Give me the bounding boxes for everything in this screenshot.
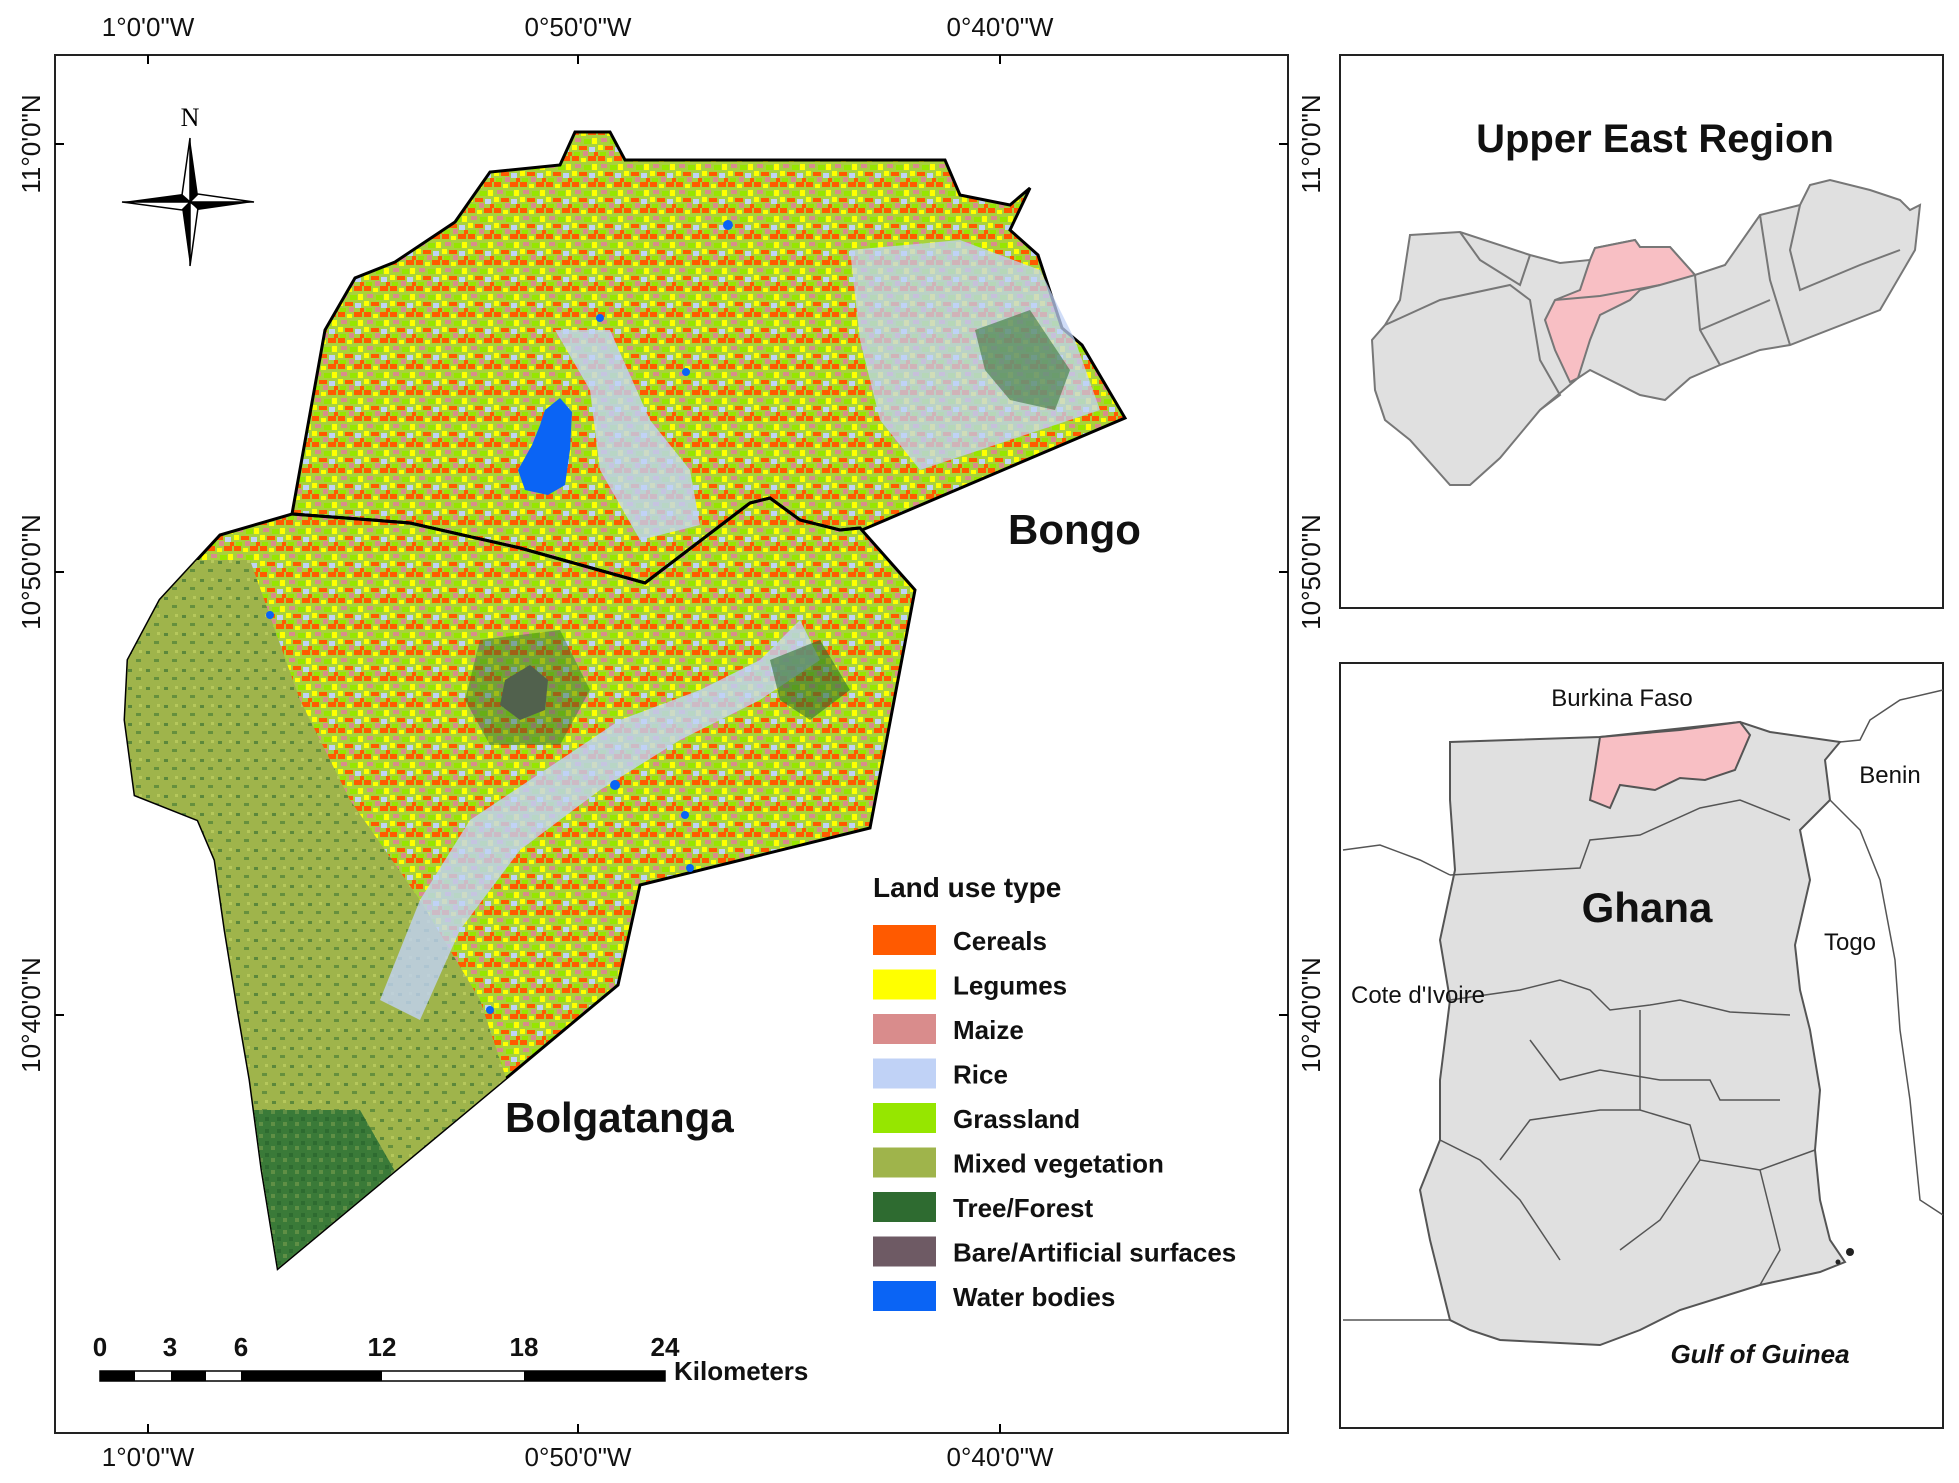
- top-tick-label: 0°40'0"W: [947, 12, 1054, 42]
- burkina-faso-label: Burkina Faso: [1551, 685, 1692, 712]
- gulf-of-guinea-label: Gulf of Guinea: [1670, 1339, 1849, 1369]
- bongo-rice-corridor: [555, 330, 700, 540]
- water-body: [681, 811, 689, 819]
- water-body: [686, 864, 694, 872]
- ghana-internal-regions: [1439, 799, 1816, 1286]
- legend-swatch: [873, 1281, 936, 1311]
- right-tick-label: 10°50'0"N: [1296, 514, 1326, 630]
- north-arrow-label: N: [181, 103, 200, 132]
- legend-item-label: Rice: [953, 1060, 1008, 1090]
- legend-swatch: [873, 1236, 936, 1267]
- ghana-label: Ghana: [1582, 884, 1713, 931]
- water-body: [723, 220, 733, 230]
- scalebar-units: Kilometers: [674, 1356, 808, 1386]
- bolgatanga-urban-area: [500, 665, 548, 720]
- legend-item-label: Mixed vegetation: [953, 1149, 1164, 1179]
- legend-item-label: Grassland: [953, 1104, 1080, 1134]
- legend: Cereals Legumes Maize Rice Grassland Mixed ve…: [873, 925, 1236, 1312]
- water-body: [266, 611, 274, 619]
- water-body: [682, 368, 690, 376]
- top-tick-label: 0°50'0"W: [525, 12, 632, 42]
- bolgatanga-label: Bolgatanga: [505, 1094, 734, 1141]
- scalebar-label: 12: [368, 1332, 397, 1362]
- water-body: [610, 780, 620, 790]
- legend-item-label: Legumes: [953, 971, 1067, 1001]
- scalebar-label: 3: [163, 1332, 177, 1362]
- legend-item-label: Maize: [953, 1015, 1024, 1045]
- upper-east-highlight: [1543, 238, 1697, 384]
- bolgatanga-forest-east: [770, 640, 850, 720]
- scalebar-label: 0: [93, 1332, 107, 1362]
- scalebar-label: 24: [651, 1332, 680, 1362]
- legend-swatch: [873, 1192, 936, 1222]
- left-tick-label: 10°40'0"N: [16, 957, 46, 1073]
- top-tick-label: 1°0'0"W: [102, 12, 195, 42]
- bottom-tick-label: 1°0'0"W: [102, 1442, 195, 1472]
- cote-divoire-label: Cote d'Ivoire: [1351, 982, 1485, 1009]
- ghana-outline: [1418, 720, 1847, 1347]
- togo-label: Togo: [1824, 929, 1876, 956]
- upper-east-title: Upper East Region: [1476, 117, 1834, 161]
- forest-zone: [240, 1110, 400, 1268]
- legend-swatch: [873, 1103, 936, 1133]
- ghana-upper-east-highlight: [1588, 720, 1752, 810]
- water-body: [486, 1006, 494, 1014]
- right-tick-label: 10°40'0"N: [1296, 957, 1326, 1073]
- legend-swatch: [873, 1147, 936, 1178]
- legend-title: Land use type: [873, 872, 1061, 903]
- left-tick-label: 11°0'0"N: [16, 94, 46, 193]
- north-arrow-icon: [121, 137, 255, 267]
- bottom-tick-label: 0°50'0"W: [525, 1442, 632, 1472]
- legend-item-label: Cereals: [953, 926, 1047, 956]
- bongo-label: Bongo: [1008, 506, 1141, 553]
- bongo-rice-zone: [850, 240, 1100, 470]
- water-body: [596, 314, 604, 322]
- neighbor-borders: [1342, 689, 1944, 1321]
- legend-item-label: Bare/Artificial surfaces: [953, 1238, 1236, 1268]
- benin-label: Benin: [1859, 762, 1920, 789]
- coast-mark: [1835, 1259, 1841, 1265]
- legend-swatch: [873, 969, 936, 1000]
- legend-swatch: [873, 925, 936, 955]
- bongo-forest-patch: [975, 310, 1070, 410]
- legend-swatch: [873, 1058, 936, 1089]
- scalebar-label: 18: [510, 1332, 539, 1362]
- district-boundary: [291, 496, 861, 585]
- scale-bar: [99, 1370, 666, 1382]
- scalebar-label: 6: [234, 1332, 248, 1362]
- legend-item-label: Tree/Forest: [953, 1193, 1094, 1223]
- legend-item-label: Water bodies: [953, 1282, 1115, 1312]
- vea-reservoir: [518, 398, 572, 495]
- legend-swatch: [873, 1014, 936, 1044]
- left-tick-label: 10°50'0"N: [16, 514, 46, 630]
- urban-fringe: [465, 630, 590, 745]
- coast-mark: [1846, 1248, 1854, 1256]
- bottom-tick-label: 0°40'0"W: [947, 1442, 1054, 1472]
- bolgatanga-rice-corridor: [380, 620, 820, 1020]
- right-tick-label: 11°0'0"N: [1296, 94, 1326, 193]
